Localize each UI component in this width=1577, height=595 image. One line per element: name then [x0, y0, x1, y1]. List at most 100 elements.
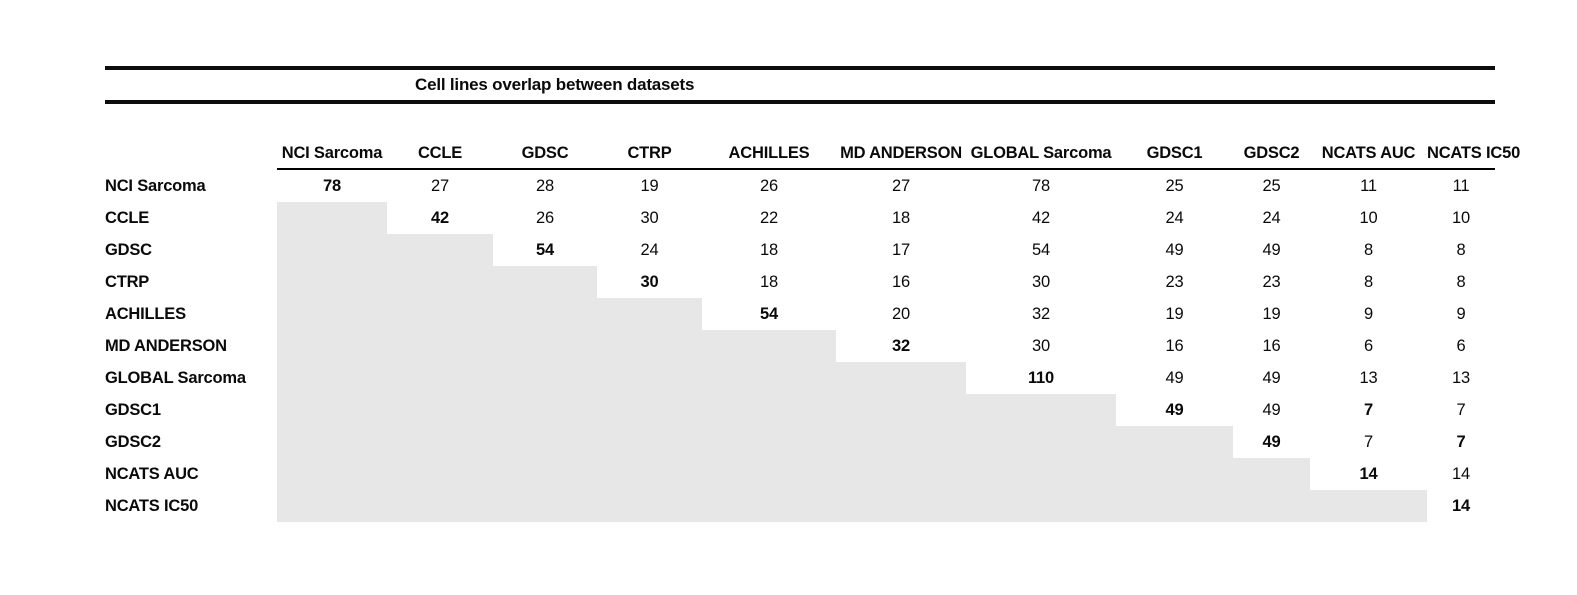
value-cell: 49 [1262, 369, 1281, 387]
corner-cell [105, 138, 277, 169]
title-bottom-rule [105, 100, 1495, 104]
value-cell: 19 [1165, 305, 1184, 323]
table-row: MD ANDERSON 32 30 16 16 6 6 [105, 330, 1495, 362]
value-cell: 13 [1359, 369, 1378, 387]
value-cell: 7 [1456, 433, 1466, 451]
row-header-gdsc: GDSC [105, 241, 152, 259]
value-cell: 78 [323, 177, 341, 195]
shaded-cell [277, 426, 387, 458]
shaded-cell [387, 458, 493, 490]
column-header-ctrp: CTRP [597, 138, 702, 170]
column-header-md-anderson: MD ANDERSON [836, 138, 966, 170]
value-cell: 54 [1032, 241, 1050, 259]
value-cell: 9 [1456, 305, 1466, 323]
shaded-cell [1233, 490, 1310, 522]
shaded-cell [277, 330, 387, 362]
table-row: CTRP 30 18 16 30 23 23 8 8 [105, 266, 1495, 298]
table-row: GLOBAL Sarcoma 110 49 49 13 13 [105, 362, 1495, 394]
value-cell: 6 [1456, 337, 1466, 355]
shaded-cell [702, 426, 836, 458]
value-cell: 49 [1262, 241, 1281, 259]
spacer [105, 104, 1495, 138]
shaded-cell [277, 234, 387, 266]
value-cell: 9 [1364, 305, 1373, 323]
column-header-ncats-ic50: NCATS IC50 [1427, 138, 1520, 170]
table-row: ACHILLES 54 20 32 19 19 9 9 [105, 298, 1495, 330]
value-cell: 22 [760, 209, 778, 227]
value-cell: 10 [1452, 209, 1470, 227]
shaded-cell [277, 458, 387, 490]
shaded-cell [387, 266, 493, 298]
value-cell: 30 [640, 209, 659, 227]
row-header-ncats-ic50: NCATS IC50 [105, 497, 199, 515]
value-cell: 8 [1364, 241, 1373, 259]
value-cell: 30 [640, 273, 659, 291]
shaded-cell [836, 362, 966, 394]
row-header-gdsc2: GDSC2 [105, 433, 161, 451]
shaded-cell [277, 202, 387, 234]
shaded-cell [277, 394, 387, 426]
value-cell: 28 [536, 177, 554, 195]
row-header-ccle: CCLE [105, 209, 150, 227]
value-cell: 16 [892, 273, 910, 291]
value-cell: 30 [1032, 337, 1050, 355]
shaded-cell [493, 362, 597, 394]
shaded-cell [836, 490, 966, 522]
shaded-cell [277, 362, 387, 394]
value-cell: 32 [892, 337, 910, 355]
value-cell: 49 [1165, 401, 1184, 419]
value-cell: 49 [1165, 241, 1184, 259]
shaded-cell [1116, 458, 1233, 490]
top-rule [105, 66, 1495, 70]
shaded-cell [387, 234, 493, 266]
shaded-cell [597, 394, 702, 426]
shaded-cell [966, 458, 1116, 490]
shaded-cell [597, 458, 702, 490]
value-cell: 42 [1032, 209, 1050, 227]
shaded-cell [493, 490, 597, 522]
value-cell: 24 [1262, 209, 1281, 227]
shaded-cell [702, 330, 836, 362]
overlap-matrix-table: NCI Sarcoma CCLE GDSC CTRP ACHILLES MD ANDERS… [105, 138, 1520, 522]
column-header-achilles: ACHILLES [702, 138, 836, 170]
shaded-cell [702, 394, 836, 426]
value-cell: 14 [1452, 497, 1470, 515]
value-cell: 49 [1262, 401, 1281, 419]
row-header-global-sarcoma: GLOBAL Sarcoma [105, 369, 246, 387]
column-header-gdsc1: GDSC1 [1116, 138, 1233, 170]
table-row: GDSC1 49 49 7 7 [105, 394, 1495, 426]
shaded-cell [493, 426, 597, 458]
shaded-cell [597, 426, 702, 458]
value-cell: 30 [1032, 273, 1050, 291]
value-cell: 54 [760, 305, 778, 323]
row-header-ncats-auc: NCATS AUC [105, 465, 199, 483]
shaded-cell [597, 330, 702, 362]
table-row: CCLE 42 26 30 22 18 42 24 24 10 10 [105, 202, 1495, 234]
column-header-gdsc2: GDSC2 [1233, 138, 1310, 170]
shaded-cell [277, 298, 387, 330]
table-row: NCATS IC50 14 [105, 490, 1495, 522]
shaded-cell [277, 490, 387, 522]
shaded-cell [387, 426, 493, 458]
title-band: Cell lines overlap between datasets [105, 70, 1495, 100]
value-cell: 23 [1262, 273, 1281, 291]
column-header-gdsc: GDSC [493, 138, 597, 170]
value-cell: 8 [1364, 273, 1373, 291]
value-cell: 7 [1456, 401, 1466, 419]
table-title: Cell lines overlap between datasets [415, 75, 695, 94]
shaded-cell [493, 298, 597, 330]
table-row: GDSC2 49 7 7 [105, 426, 1495, 458]
shaded-cell [387, 330, 493, 362]
value-cell: 14 [1452, 465, 1470, 483]
value-cell: 27 [431, 177, 449, 195]
value-cell: 27 [892, 177, 910, 195]
overlap-table-body: NCI Sarcoma 78 27 28 19 26 27 78 25 25 11 11 CCLE 42 2… [105, 169, 1495, 522]
shaded-cell [387, 490, 493, 522]
shaded-cell [702, 362, 836, 394]
value-cell: 25 [1262, 177, 1281, 195]
column-header-ncats-auc: NCATS AUC [1310, 138, 1427, 170]
shaded-cell [387, 394, 493, 426]
shaded-cell [966, 394, 1116, 426]
shaded-cell [836, 458, 966, 490]
